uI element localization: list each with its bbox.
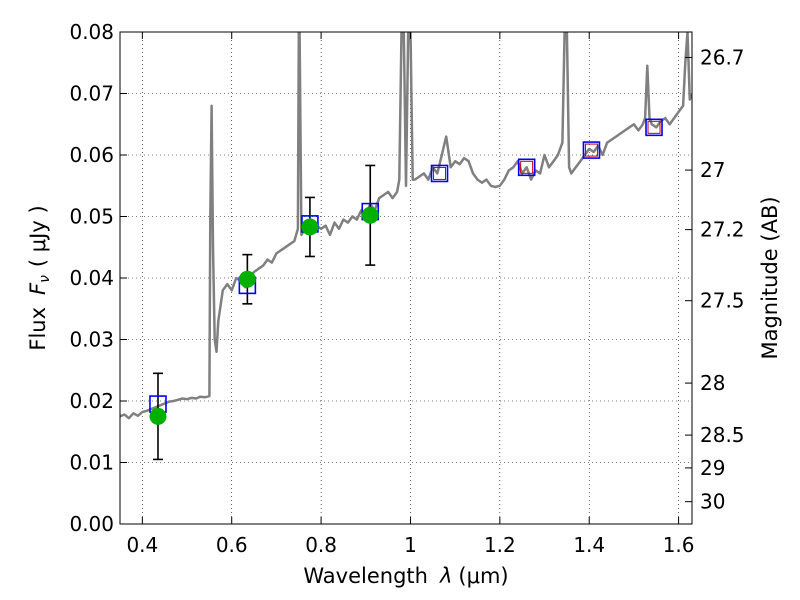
observed-flux-point <box>361 206 379 224</box>
errorbar-layer <box>152 164 376 461</box>
x-tick-label: 1.4 <box>573 533 605 557</box>
observed-flux-point <box>149 407 167 425</box>
y-tick-label: 0.00 <box>69 512 114 536</box>
x-axis-ticks: 0.4 0.6 0.8 1 1.2 1.4 1.6 <box>126 32 695 557</box>
observed-flux-point <box>301 218 319 236</box>
model-box-layer <box>149 118 663 413</box>
mag-tick-label: 30 <box>700 490 725 514</box>
spectrum-layer <box>120 32 692 420</box>
observed-flux-point <box>238 270 256 288</box>
model-photometry-box <box>645 118 663 137</box>
y-tick-label: 0.06 <box>69 143 114 167</box>
y-tick-label: 0.04 <box>69 266 114 290</box>
mag-tick-label: 28 <box>700 371 725 395</box>
mag-tick-label: 29 <box>700 456 725 480</box>
model-photometry-inner-box <box>584 143 598 157</box>
model-spectrum-line <box>120 32 692 420</box>
mag-tick-label: 27 <box>700 158 725 182</box>
x-tick-label: 0.8 <box>305 533 337 557</box>
mag-tick-label: 28.5 <box>700 423 745 447</box>
y-axis-ticks: 0.00 0.01 0.02 0.03 0.04 0.05 0.06 0.07 0.08 <box>69 20 127 536</box>
model-photometry-inner-box <box>520 160 534 174</box>
y-tick-label: 0.07 <box>69 82 114 106</box>
model-photometry-box <box>430 164 449 183</box>
observed-point-layer <box>149 206 379 425</box>
model-photometry-box <box>517 158 536 177</box>
magnitude-axis-label: Magnitude (AB) <box>758 196 782 359</box>
x-tick-label: 1 <box>404 533 417 557</box>
model-photometry-box <box>582 141 601 159</box>
x-tick-label: 1.2 <box>484 533 516 557</box>
mag-tick-label: 26.7 <box>700 45 745 69</box>
y-tick-label: 0.02 <box>69 389 114 413</box>
y-tick-label: 0.08 <box>69 20 114 44</box>
y-tick-label: 0.01 <box>69 451 114 475</box>
magnitude-axis-ticks: 26.7 27 27.2 27.5 28 28.5 29 30 <box>685 45 745 514</box>
x-tick-label: 0.6 <box>216 533 248 557</box>
y-axis-label: FluxFν( μJy ) <box>26 205 53 350</box>
mag-tick-label: 27.5 <box>700 289 745 313</box>
x-tick-label: 1.6 <box>663 533 695 557</box>
mag-tick-label: 27.2 <box>700 218 745 242</box>
x-axis-label: Wavelength λ (μm) <box>303 564 508 588</box>
y-tick-label: 0.05 <box>69 205 114 229</box>
x-tick-label: 0.4 <box>126 533 158 557</box>
model-photometry-inner-box <box>433 166 447 180</box>
y-tick-label: 0.03 <box>69 328 114 352</box>
model-photometry-inner-box <box>647 120 661 134</box>
